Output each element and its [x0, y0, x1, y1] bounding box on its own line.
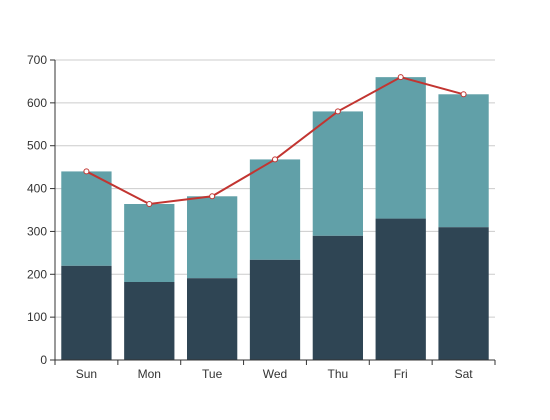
y-tick-label: 200	[27, 267, 47, 281]
line-point-wed	[272, 156, 278, 163]
bar-segment-thu-2	[312, 111, 363, 236]
bar-segment-wed-1	[249, 259, 301, 360]
bar-segment-wed-2	[249, 159, 301, 260]
line-series	[83, 74, 467, 207]
bar-segment-sat-1	[438, 227, 489, 360]
bar-segment-thu-1	[312, 235, 363, 360]
bar-segment-sat-2	[438, 94, 489, 228]
y-tick-label: 500	[27, 139, 47, 153]
y-tick-label: 700	[27, 53, 47, 67]
line-point-sun	[83, 168, 90, 175]
bar-segment-fri-2	[375, 77, 426, 219]
x-tick-label: Wed	[263, 367, 287, 381]
y-tick-label: 400	[27, 182, 47, 196]
x-tick-label: Sun	[76, 367, 97, 381]
line-point-fri	[397, 74, 404, 81]
bar-segment-tue-1	[187, 278, 238, 360]
y-tick-label: 100	[27, 310, 47, 324]
y-tick-label: 0	[40, 353, 47, 367]
x-tick-label: Sat	[455, 367, 474, 381]
y-tick-label: 300	[27, 224, 47, 238]
axes: 0 100 200 300 400 500 600 700 Sun Mon Tue Wed Thu Fri…	[27, 53, 496, 381]
bar-segment-tue-2	[187, 196, 238, 279]
line-point-mon	[146, 201, 153, 207]
line-point-thu	[334, 108, 341, 115]
line-point-tue	[209, 193, 216, 200]
bar-segment-mon-1	[124, 282, 175, 360]
x-tick-label: Mon	[138, 367, 161, 381]
bar-segment-fri-1	[375, 218, 426, 360]
bar-segment-mon-2	[124, 204, 175, 282]
x-tick-label: Tue	[202, 367, 223, 381]
bar-segment-sun-1	[61, 265, 112, 360]
bar-series	[61, 77, 489, 360]
x-tick-label: Thu	[328, 367, 349, 381]
line-point-sat	[460, 91, 467, 98]
bar-segment-sun-2	[61, 171, 112, 266]
x-tick-label: Fri	[394, 367, 408, 381]
y-tick-label: 600	[27, 96, 47, 110]
